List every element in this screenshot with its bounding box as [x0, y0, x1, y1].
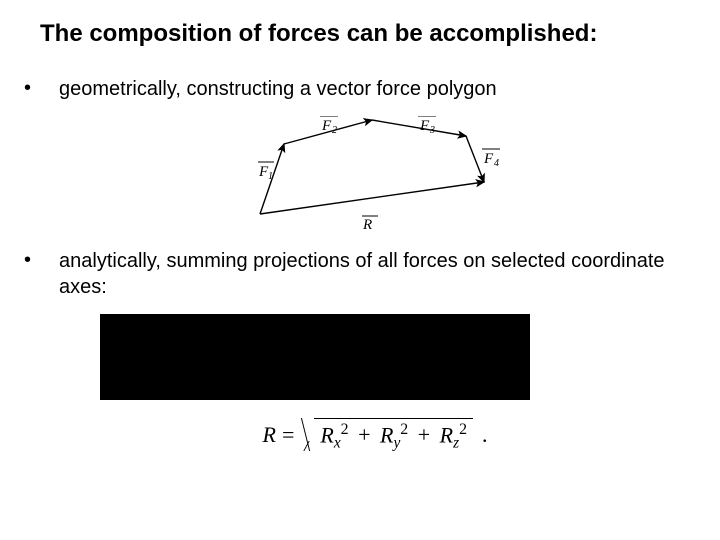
- formula-R: R: [262, 422, 275, 448]
- bullet-item-1: • geometrically, constructing a vector f…: [50, 76, 700, 102]
- svg-text:R: R: [362, 217, 372, 232]
- bullet-dot-icon: •: [24, 76, 31, 100]
- bullet-item-2: • analytically, summing projections of a…: [50, 248, 700, 300]
- formula-period: .: [479, 422, 488, 448]
- svg-text:F: F: [419, 118, 430, 134]
- formula-eq: =: [282, 422, 294, 448]
- force-polygon-diagram: F 1 F 2 F 3 F 4 R: [50, 116, 700, 232]
- bullet-text-1: geometrically, constructing a vector for…: [59, 76, 700, 102]
- bullet-text-2: analytically, summing projections of all…: [59, 248, 700, 300]
- svg-text:F: F: [483, 151, 494, 167]
- page-title: The composition of forces can be accompl…: [40, 20, 700, 48]
- sqrt-icon: Rx2 + Ry2 + Rz2: [300, 416, 473, 455]
- redacted-block: [100, 314, 530, 400]
- svg-text:F: F: [321, 118, 332, 134]
- bullet-dot-icon: •: [24, 248, 31, 272]
- resultant-formula: R = Rx2 + Ry2 + Rz2 .: [50, 416, 700, 455]
- svg-text:2: 2: [332, 125, 337, 136]
- svg-text:4: 4: [494, 158, 499, 169]
- svg-text:3: 3: [429, 125, 435, 136]
- svg-text:1: 1: [268, 171, 273, 182]
